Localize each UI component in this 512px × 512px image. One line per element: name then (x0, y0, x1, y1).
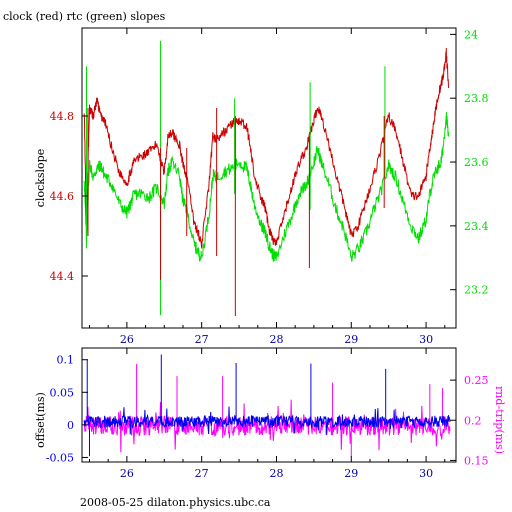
bottom-right-y-tick-label: 0.25 (464, 374, 489, 387)
bottom-x-tick-label: 30 (419, 467, 433, 480)
clock-series-line (83, 47, 449, 249)
bottom-plot-frame (81, 347, 457, 463)
top-right-y-tick-label: 23.2 (464, 284, 489, 297)
top-plot-frame (81, 27, 457, 329)
top-x-tick-label: 28 (269, 333, 283, 346)
top-right-y-tick-label: 23.4 (464, 220, 489, 233)
bottom-left-y-tick-label: 0.1 (57, 354, 75, 367)
top-y-axis-label: clockslope (34, 149, 47, 207)
bottom-left-y-tick-label: -0.05 (46, 451, 74, 464)
bottom-right-y-tick-label: 0.15 (464, 454, 489, 467)
bottom-y2-axis-label: rnd-trip(ms) (493, 386, 506, 454)
bottom-x-tick-label: 28 (269, 467, 283, 480)
top-x-tick-label: 29 (344, 333, 358, 346)
footer-text: 2008-05-25 dilaton.physics.ubc.ca (80, 496, 271, 509)
bottom-x-tick-label: 29 (344, 467, 358, 480)
rndtrip-series-line (83, 399, 451, 453)
top-right-y-tick-label: 23.8 (464, 92, 489, 105)
bottom-y-axis-label: offset(ms) (34, 392, 47, 448)
top-left-y-tick-label: 44.4 (50, 270, 75, 283)
top-right-y-tick-label: 23.6 (464, 156, 489, 169)
top-right-y-tick-label: 24 (464, 28, 478, 41)
offset-series-line (83, 406, 451, 435)
top-x-tick-label: 26 (120, 333, 134, 346)
bottom-left-y-tick-label: 0.05 (50, 386, 75, 399)
rtc-series-line (83, 111, 449, 263)
top-x-tick-label: 30 (419, 333, 433, 346)
bottom-left-y-tick-label: 0 (67, 419, 74, 432)
top-plot-area (83, 40, 449, 316)
chart-title: clock (red) rtc (green) slopes (3, 10, 166, 23)
bottom-right-y-tick-label: 0.2 (464, 414, 482, 427)
top-left-y-tick-label: 44.6 (50, 190, 75, 203)
bottom-x-tick-label: 27 (195, 467, 209, 480)
bottom-x-tick-label: 26 (120, 467, 134, 480)
top-x-tick-label: 27 (195, 333, 209, 346)
bottom-plot-area (83, 354, 451, 457)
top-left-y-tick-label: 44.8 (50, 110, 75, 123)
